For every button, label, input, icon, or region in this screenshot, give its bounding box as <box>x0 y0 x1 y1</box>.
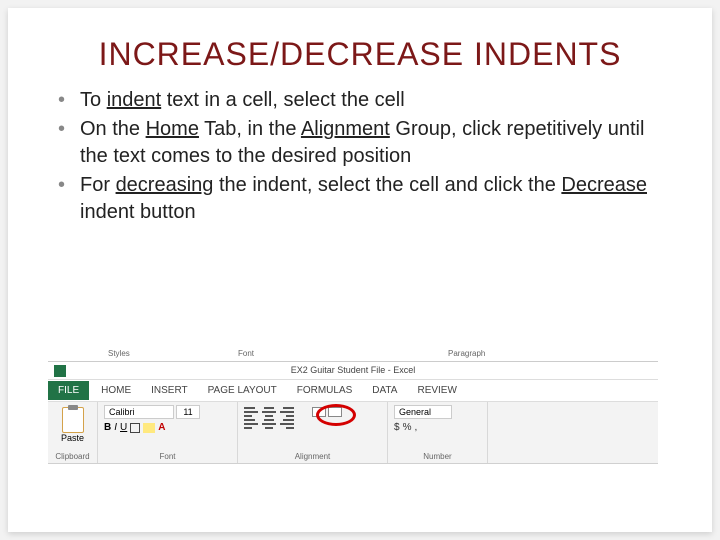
bullet-item: • For decreasing the indent, select the … <box>58 172 662 226</box>
number-group-label: Number <box>394 452 481 461</box>
percent-button[interactable]: % <box>403 422 412 433</box>
word-ruler: Styles Font Paragraph <box>48 348 658 362</box>
fill-color-button[interactable] <box>143 423 155 433</box>
number-format-select[interactable]: General <box>394 405 452 419</box>
excel-icon <box>54 365 66 377</box>
tab-file[interactable]: FILE <box>48 381 89 400</box>
font-group-label: Font <box>104 452 231 461</box>
increase-indent-button[interactable] <box>328 407 342 417</box>
ruler-styles-label: Styles <box>108 349 130 358</box>
border-button[interactable] <box>130 423 140 433</box>
excel-ribbon-screenshot: Styles Font Paragraph EX2 Guitar Student… <box>48 348 658 464</box>
tab-page-layout[interactable]: PAGE LAYOUT <box>198 381 287 400</box>
bold-button[interactable]: B <box>104 422 111 433</box>
paste-icon <box>62 407 84 433</box>
font-group: Calibri 11 B I U A Font <box>98 402 238 463</box>
paste-label: Paste <box>54 433 91 443</box>
top-align-button[interactable] <box>244 407 258 417</box>
document-title: EX2 Guitar Student File - Excel <box>291 365 416 375</box>
clipboard-group: Paste Clipboard <box>48 402 98 463</box>
underline-button[interactable]: U <box>120 422 127 433</box>
ribbon-tabs: FILE HOME INSERT PAGE LAYOUT FORMULAS DA… <box>48 380 658 402</box>
comma-button[interactable]: , <box>414 422 417 433</box>
bullet-marker: • <box>58 116 70 170</box>
paste-button[interactable]: Paste <box>54 405 91 443</box>
tab-data[interactable]: DATA <box>362 381 407 400</box>
slide-title: INCREASE/DECREASE INDENTS <box>8 36 712 73</box>
clipboard-label: Clipboard <box>54 452 91 461</box>
alignment-group-label: Alignment <box>244 452 381 461</box>
bullet-list: • To indent text in a cell, select the c… <box>8 87 712 226</box>
tab-review[interactable]: REVIEW <box>407 381 466 400</box>
title-bar: EX2 Guitar Student File - Excel <box>48 362 658 380</box>
font-size-select[interactable]: 11 <box>176 405 200 419</box>
font-name-select[interactable]: Calibri <box>104 405 174 419</box>
alignment-group: Alignment <box>238 402 388 463</box>
tab-formulas[interactable]: FORMULAS <box>287 381 363 400</box>
bullet-text: To indent text in a cell, select the cel… <box>80 87 405 114</box>
bottom-align-button[interactable] <box>280 407 294 417</box>
number-group: General $ % , Number <box>388 402 488 463</box>
bullet-text: On the Home Tab, in the Alignment Group,… <box>80 116 662 170</box>
bullet-text: For decreasing the indent, select the ce… <box>80 172 662 226</box>
middle-align-button[interactable] <box>262 407 276 417</box>
ruler-paragraph-label: Paragraph <box>448 349 485 358</box>
ruler-font-label: Font <box>238 349 254 358</box>
align-left-button[interactable] <box>244 419 258 429</box>
currency-button[interactable]: $ <box>394 422 400 433</box>
align-right-button[interactable] <box>280 419 294 429</box>
bullet-marker: • <box>58 87 70 114</box>
slide: INCREASE/DECREASE INDENTS • To indent te… <box>8 8 712 532</box>
ribbon-body: Paste Clipboard Calibri 11 B I U <box>48 402 658 464</box>
italic-button[interactable]: I <box>114 422 117 433</box>
bullet-marker: • <box>58 172 70 226</box>
bullet-item: • On the Home Tab, in the Alignment Grou… <box>58 116 662 170</box>
tab-home[interactable]: HOME <box>91 381 141 400</box>
font-color-button[interactable]: A <box>158 422 165 433</box>
align-center-button[interactable] <box>262 419 276 429</box>
decrease-indent-button[interactable] <box>312 407 326 417</box>
bullet-item: • To indent text in a cell, select the c… <box>58 87 662 114</box>
tab-insert[interactable]: INSERT <box>141 381 198 400</box>
